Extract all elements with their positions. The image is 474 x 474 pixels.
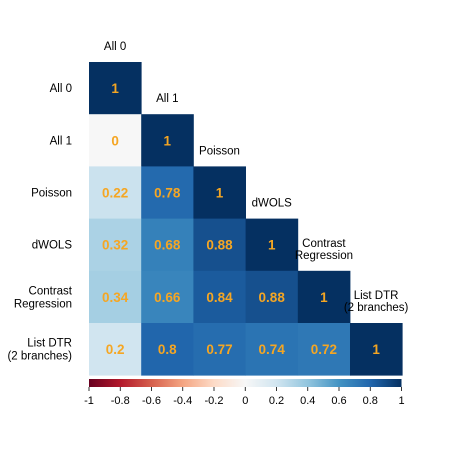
- heatmap-cell-contrast-regression-dwols: [245, 270, 299, 324]
- colorbar-tick-label: 1: [398, 395, 404, 407]
- cell-value-label: 0.8: [158, 342, 177, 357]
- cell-value-label: 0.32: [102, 238, 128, 253]
- colorbar-tick-label: -0.6: [142, 395, 161, 407]
- cell-value-label: 1: [320, 290, 328, 305]
- heatmap-cell-contrast-regression-poisson: [193, 270, 246, 324]
- heatmap-cell-poisson-all-0: [89, 166, 142, 219]
- cell-value-label: 0.88: [206, 238, 233, 253]
- heatmap-cell-dwols-all-1: [141, 218, 194, 272]
- heatmap-cell-list-dtr-2-branches-all-1: [141, 323, 194, 376]
- colorbar-tick-label: 0.4: [300, 395, 315, 407]
- cell-value-label: 0.78: [154, 186, 181, 201]
- colorbar-tick-label: -0.4: [173, 395, 192, 407]
- heatmap-cell-list-dtr-2-branches-list-dtr-2-branches: [350, 323, 403, 376]
- cell-value-label: 1: [164, 133, 172, 148]
- cell-value-label: 0.88: [259, 290, 286, 305]
- column-label-all-1: All 1: [156, 93, 178, 105]
- cell-value-label: 0.77: [206, 342, 232, 357]
- heatmap-cell-contrast-regression-contrast-regression: [297, 270, 351, 324]
- heatmap-cell-list-dtr-2-branches-contrast-regression: [297, 323, 351, 376]
- cell-value-label: 0.2: [106, 342, 125, 357]
- colorbar-tick-label: 0.8: [363, 395, 378, 407]
- row-label-poisson: Poisson: [31, 188, 72, 200]
- row-label-contrast-regression: Contrast Regression: [14, 285, 73, 310]
- colorbar-tick-label: -1: [84, 395, 94, 407]
- cell-value-label: 0.22: [102, 186, 128, 201]
- cell-value-label: 1: [268, 238, 276, 253]
- colorbar-gradient: [89, 379, 402, 387]
- heatmap-cell-contrast-regression-all-1: [141, 270, 194, 324]
- cell-value-label: 0: [111, 133, 119, 148]
- heatmap-cell-contrast-regression-all-0: [89, 270, 142, 324]
- cell-value-label: 1: [372, 342, 380, 357]
- colorbar-tick-label: 0.2: [269, 395, 284, 407]
- column-label-list-dtr-2-branches: List DTR (2 branches): [344, 290, 409, 314]
- heatmap-cell-all-0-all-0: [89, 62, 142, 115]
- cell-value-label: 0.84: [206, 290, 233, 305]
- column-label-dwols: dWOLS: [252, 198, 293, 210]
- cell-value-label: 0.66: [154, 290, 181, 305]
- row-label-list-dtr-2-branches: List DTR (2 branches): [7, 338, 72, 363]
- row-label-dwols: dWOLS: [32, 240, 73, 252]
- column-label-poisson: Poisson: [199, 145, 240, 157]
- cell-value-label: 0.74: [259, 342, 286, 357]
- cell-value-label: 0.68: [154, 238, 181, 253]
- heatmap-cell-dwols-all-0: [89, 218, 142, 272]
- cell-value-label: 0.72: [311, 342, 337, 357]
- colorbar-tick-label: -0.8: [111, 395, 130, 407]
- heatmap-cell-list-dtr-2-branches-dwols: [245, 323, 299, 376]
- column-label-all-0: All 0: [104, 41, 126, 53]
- cell-value-label: 0.34: [102, 290, 129, 305]
- column-label-contrast-regression: Contrast Regression: [295, 238, 353, 262]
- heatmap-cell-all-1-all-0: [89, 114, 142, 167]
- cell-value-label: 1: [111, 81, 119, 96]
- heatmap-cell-poisson-poisson: [193, 166, 246, 219]
- colorbar-tick-label: -0.2: [205, 395, 224, 407]
- heatmap-cell-poisson-all-1: [141, 166, 194, 219]
- heatmap-cell-dwols-dwols: [245, 218, 299, 272]
- heatmap-cell-list-dtr-2-branches-all-0: [89, 323, 142, 376]
- heatmap-cell-all-1-all-1: [141, 114, 194, 167]
- row-label-all-1: All 1: [50, 135, 72, 147]
- colorbar-tick-label: 0.6: [331, 395, 346, 407]
- colorbar-tick-label: 0: [242, 395, 248, 407]
- heatmap-cell-list-dtr-2-branches-poisson: [193, 323, 246, 376]
- heatmap-cell-dwols-poisson: [193, 218, 246, 272]
- row-label-all-0: All 0: [50, 83, 72, 95]
- colorbar: -1 -0.8 -0.6 -0.4 -0.2 0 0.2 0.4 0.6 0.8 1: [84, 379, 405, 407]
- cell-value-label: 1: [216, 186, 224, 201]
